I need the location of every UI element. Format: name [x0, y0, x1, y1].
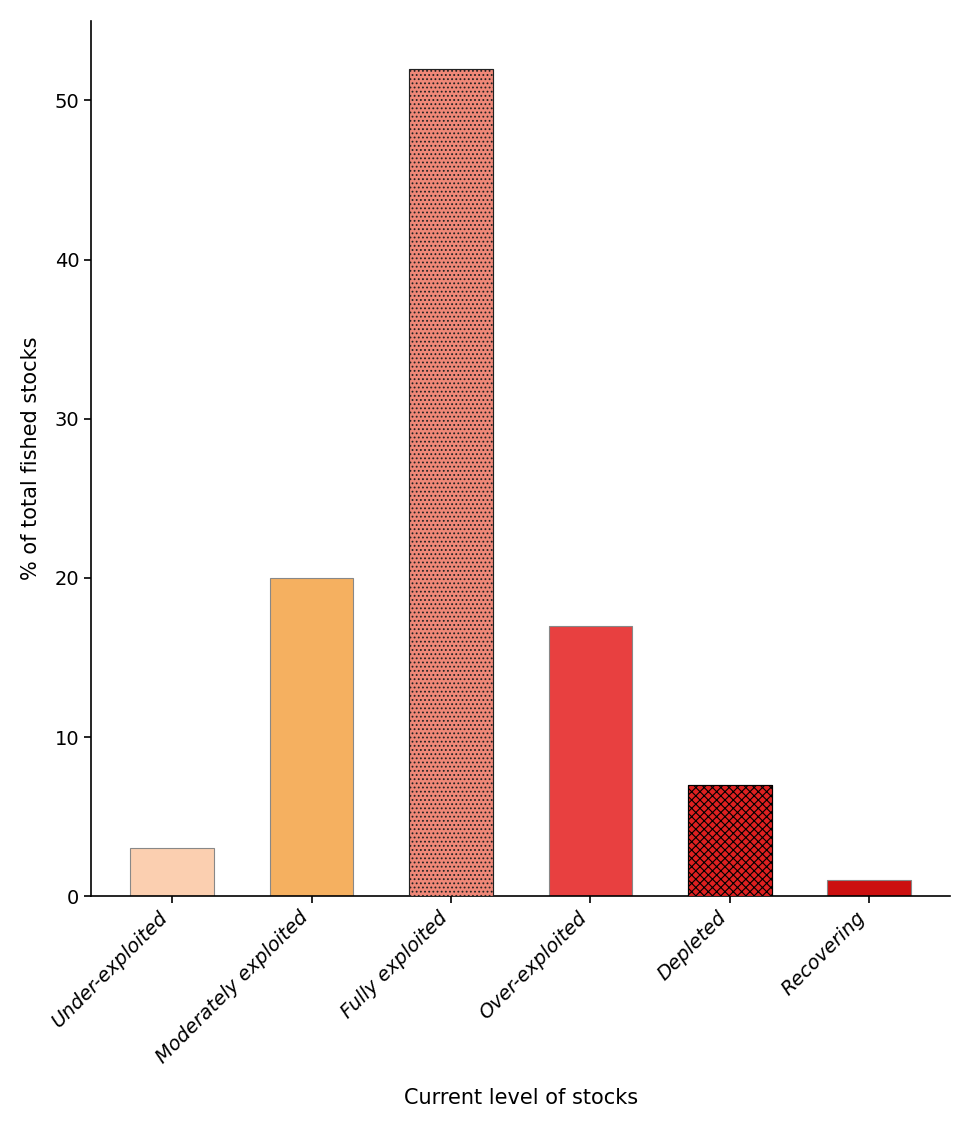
Y-axis label: % of total fished stocks: % of total fished stocks	[20, 336, 41, 580]
Bar	[688, 785, 772, 896]
Bar	[270, 578, 353, 896]
Bar	[688, 785, 772, 896]
Bar	[409, 69, 493, 896]
Bar	[549, 625, 632, 896]
Bar	[409, 69, 493, 896]
Bar	[827, 881, 911, 896]
Bar	[130, 848, 214, 896]
X-axis label: Current level of stocks: Current level of stocks	[404, 1088, 638, 1109]
